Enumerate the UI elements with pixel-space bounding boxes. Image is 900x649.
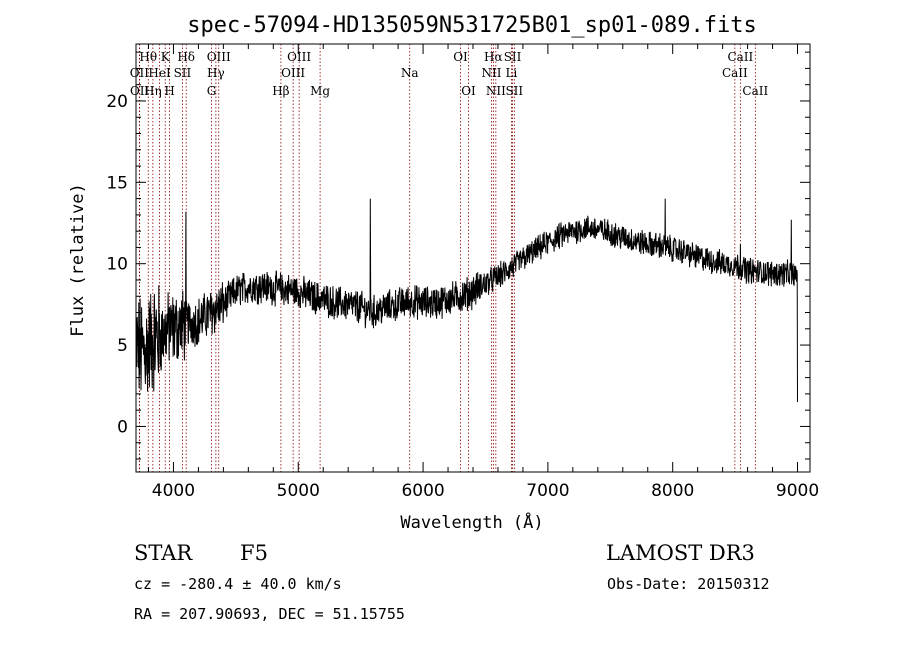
axis-ticks: 4000 5000 6000 7000 8000 9000 0 5 10 15 20: [106, 44, 819, 501]
line-label-13: OIII: [281, 66, 305, 80]
line-label-2: OII: [130, 84, 150, 98]
spectrum-group: [135, 198, 798, 403]
line-label-23: Li: [506, 66, 518, 80]
line-label-7: H: [164, 84, 174, 98]
line-label-10: Hγ: [207, 66, 225, 80]
y-tick-label: 20: [106, 92, 128, 112]
line-label-14: Hβ: [272, 84, 289, 98]
x-axis-label: Wavelength (Å): [400, 511, 543, 533]
line-label-11: G: [207, 84, 217, 98]
x-tick-label: 9000: [776, 481, 819, 501]
chart-title: spec-57094-HD135059N531725B01_sp01-089.f…: [187, 13, 757, 38]
coordinates-readout: RA = 207.90693, DEC = 51.15755: [134, 605, 405, 623]
line-label-6: SII: [174, 66, 192, 80]
line-label-1: OII: [130, 66, 150, 80]
x-tick-label: 6000: [401, 481, 444, 501]
line-label-21: NII: [486, 84, 506, 98]
x-tick-label: 8000: [651, 481, 694, 501]
y-tick-label: 10: [106, 255, 128, 275]
spectrum-line: [135, 198, 798, 403]
line-label-18: OI: [461, 84, 476, 98]
y-tick-label: 5: [117, 336, 128, 356]
x-tick-label: 4000: [152, 481, 195, 501]
redshift-readout: cz = -280.4 ± 40.0 km/s: [134, 575, 342, 593]
line-label-15: Mg: [310, 84, 330, 98]
object-subclass: F5: [240, 541, 268, 565]
line-label-16: Na: [401, 66, 419, 80]
line-label-8: Hδ: [177, 50, 195, 64]
y-tick-label: 0: [117, 417, 128, 437]
object-class: STAR: [134, 541, 193, 565]
y-tick-label: 15: [106, 173, 128, 193]
line-label-25: CaII: [727, 50, 753, 64]
line-label-27: CaII: [742, 84, 768, 98]
spectral-line-markers: [138, 44, 756, 472]
line-label-9: OIII: [207, 50, 231, 64]
x-tick-label: 5000: [277, 481, 320, 501]
line-label-3: HeI: [148, 66, 171, 80]
line-label-19: Hα: [484, 50, 503, 64]
line-label-20: NII: [481, 66, 501, 80]
line-label-17: OI: [453, 50, 468, 64]
survey-name: LAMOST DR3: [606, 541, 755, 565]
line-label-22: SII: [504, 50, 522, 64]
line-label-5: K: [161, 50, 171, 64]
y-axis-label: Flux (relative): [68, 183, 88, 337]
line-label-26: CaII: [722, 66, 748, 80]
observation-date: Obs-Date: 20150312: [607, 575, 770, 593]
line-label-24: SII: [505, 84, 523, 98]
line-label-0: Hθ: [139, 50, 157, 64]
line-label-4: Hη: [144, 84, 162, 98]
line-label-12: OIII: [287, 50, 311, 64]
x-tick-label: 7000: [526, 481, 569, 501]
